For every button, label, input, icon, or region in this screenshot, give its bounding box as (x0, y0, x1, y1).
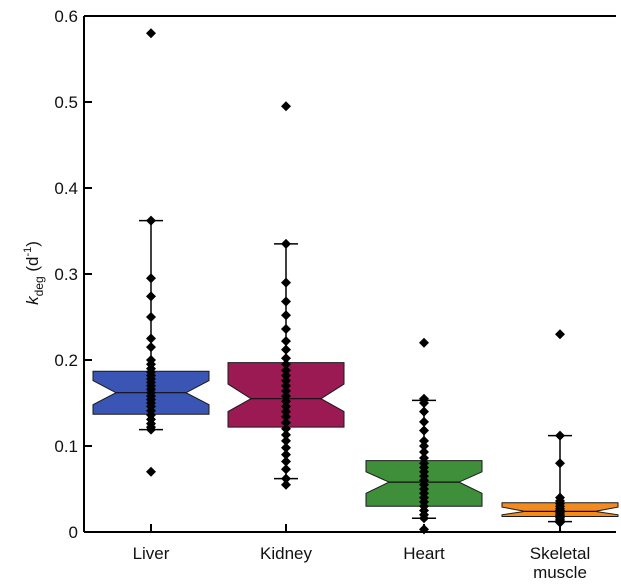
box-group-skeletal-muscle (501, 329, 619, 528)
data-point (419, 513, 429, 524)
data-point (419, 435, 429, 446)
category-label: muscle (533, 563, 587, 582)
category-label: Heart (403, 544, 445, 563)
category-label: Skeletal (530, 544, 590, 563)
data-point (281, 417, 291, 428)
data-point (281, 442, 291, 453)
y-axis-label-subscript: deg (32, 276, 46, 296)
data-point (281, 456, 291, 467)
data-point (146, 273, 156, 284)
y-tick-label: 0.4 (54, 179, 78, 198)
data-point (281, 380, 291, 391)
data-point (419, 425, 429, 436)
data-point (281, 370, 291, 381)
data-point (281, 435, 291, 446)
data-point (146, 333, 156, 344)
data-point (555, 329, 565, 340)
data-point (419, 406, 429, 417)
data-point (146, 466, 156, 477)
y-axis-label-unit-sup: -1 (22, 247, 34, 257)
y-tick-label: 0.1 (54, 437, 78, 456)
data-point (146, 215, 156, 226)
y-tick-label: 0.6 (54, 7, 78, 26)
data-point (281, 473, 291, 484)
data-point (555, 458, 565, 469)
data-point (146, 424, 156, 435)
data-point (281, 464, 291, 475)
data-point (281, 324, 291, 335)
data-point (281, 396, 291, 407)
data-point (281, 359, 291, 370)
data-point (281, 296, 291, 307)
y-tick-label: 0.2 (54, 351, 78, 370)
data-point (281, 375, 291, 386)
data-point (281, 336, 291, 347)
box-group-kidney (227, 101, 345, 490)
box-group-heart (365, 337, 483, 535)
data-point (419, 398, 429, 408)
boxes-layer (92, 28, 619, 535)
data-point (281, 353, 291, 364)
data-point (281, 406, 291, 417)
data-point (281, 344, 291, 355)
y-axis-label-main: k (23, 295, 42, 305)
data-point (281, 411, 291, 422)
y-axis-label: kdeg (d-1) (22, 241, 46, 305)
data-point (281, 238, 291, 249)
category-label: Kidney (260, 544, 312, 563)
y-tick-label: 0 (69, 523, 78, 542)
y-axis-label-unit-open: (d (23, 257, 42, 277)
data-point (281, 429, 291, 440)
data-point (419, 453, 429, 464)
data-point (281, 101, 291, 112)
data-point (146, 342, 156, 353)
plot-frame (83, 15, 616, 533)
data-point (419, 441, 429, 451)
data-point (281, 449, 291, 460)
data-point (281, 479, 291, 490)
data-point (281, 277, 291, 288)
data-point (281, 310, 291, 321)
y-axis-label-unit-close: ) (23, 241, 42, 247)
data-point (281, 365, 291, 376)
data-point (555, 517, 565, 528)
y-axis: 0 0.1 0.2 0.3 0.4 0.5 0.6 (54, 7, 92, 542)
data-point (281, 391, 291, 402)
data-point (419, 337, 429, 348)
y-tick-label: 0.3 (54, 265, 78, 284)
data-point (281, 385, 291, 396)
data-point (555, 430, 565, 441)
data-point (146, 312, 156, 322)
y-tick-label: 0.5 (54, 93, 78, 112)
data-point (146, 291, 156, 302)
data-point (281, 401, 291, 412)
box-group-liver (92, 28, 210, 477)
data-point (419, 416, 429, 427)
data-point (146, 28, 156, 39)
category-label: Liver (133, 544, 170, 563)
data-point (419, 447, 429, 458)
data-point (281, 423, 291, 434)
